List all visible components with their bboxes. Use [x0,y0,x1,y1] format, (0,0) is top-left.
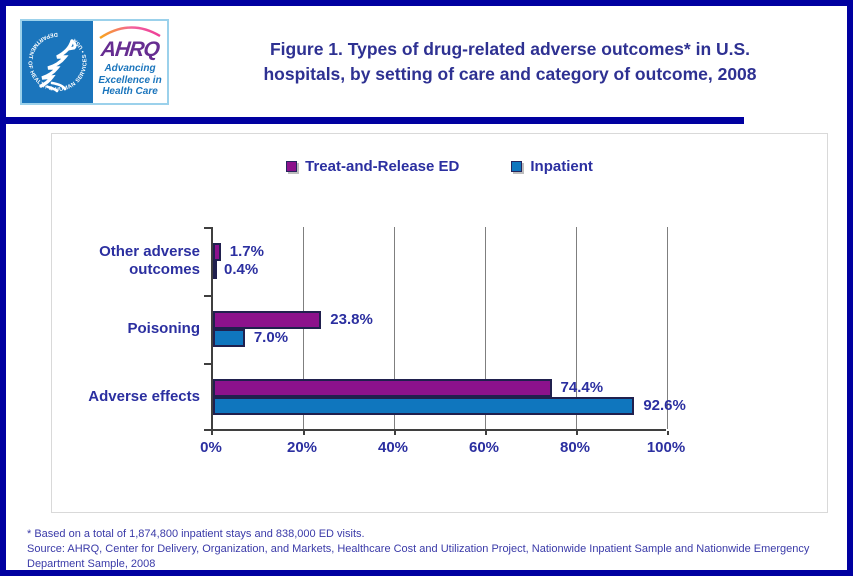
bar-value-label: 92.6% [643,397,686,414]
bar-value-label: 7.0% [253,329,289,346]
legend-swatch [286,161,298,172]
tagline-line: Excellence in [98,74,162,86]
ahrq-tagline: Advancing Excellence in Health Care [98,63,161,98]
footnote-text: * Based on a total of 1,874,800 inpatien… [27,528,365,540]
hhs-emblem: DEPARTMENT OF HEALTH & HUMAN SERVICES • … [22,21,93,103]
figure-title-line2: hospitals, by setting of care and catego… [263,64,757,85]
x-tick-label: 100% [646,439,686,456]
tagline-line: Advancing [104,63,156,74]
x-axis-tick [394,431,396,435]
x-axis-tick [211,431,213,435]
x-tick-label: 60% [468,439,500,456]
chart-container: Treat-and-Release ED Inpatient 1.7% 0.4% 23… [51,133,828,513]
bar-value-label: 23.8% [330,311,373,328]
y-axis-tick [204,363,211,365]
tagline-line: Health Care [102,86,158,97]
bar-value-label: 1.7% [229,243,264,260]
x-tick-label: 40% [377,439,409,456]
x-tick-label: 0% [200,439,222,456]
x-axis-tick [485,431,487,435]
figure-title: Figure 1. Types of drug-related adverse … [178,37,842,88]
y-axis-tick [204,295,211,297]
ahrq-wordmark: AHRQ Advancing Excellence in Health Care [93,21,167,103]
x-axis-tick [576,431,578,435]
bar [213,243,221,261]
gridline [667,227,668,429]
x-axis-tick [667,431,669,435]
hhs-eagle-icon: DEPARTMENT OF HEALTH & HUMAN SERVICES • … [26,31,88,93]
gridline [576,227,577,429]
plot-area: 1.7% 0.4% 23.8% 7.0% 74.4% 92.6% [204,227,686,435]
bar-value-label: 74.4% [560,379,604,396]
chart-legend: Treat-and-Release ED Inpatient [52,158,827,175]
y-axis-tick [204,227,211,229]
ahrq-hhs-logo: DEPARTMENT OF HEALTH & HUMAN SERVICES • … [20,19,169,105]
legend-item: Treat-and-Release ED [286,158,459,175]
x-tick-label: 80% [559,439,591,456]
figure-title-line1: Figure 1. Types of drug-related adverse … [269,39,751,59]
x-axis-tick [303,431,305,435]
category-label: Poisoning [127,320,201,337]
legend-label: Treat-and-Release ED [305,158,460,175]
bar [213,329,245,347]
ahrq-acronym: AHRQ [99,38,161,61]
bar [213,379,552,397]
legend-label: Inpatient [530,158,593,175]
bar [213,397,635,415]
header-divider [6,117,744,124]
bar [213,261,217,279]
y-axis-tick [204,429,211,431]
bar-value-label: 0.4% [224,261,259,278]
bar [213,311,322,329]
legend-swatch [511,161,523,172]
category-label: Other adverse outcomes [99,243,200,278]
category-label: Adverse effects [88,388,200,405]
chart-notes: * Based on a total of 1,874,800 inpatien… [27,527,833,571]
gridline [394,227,395,429]
rainbow-arc-icon [99,26,161,39]
gridline [485,227,486,429]
x-tick-label: 20% [286,439,318,456]
legend-item: Inpatient [511,158,593,175]
source-text: Source: AHRQ, Center for Delivery, Organ… [27,543,810,571]
